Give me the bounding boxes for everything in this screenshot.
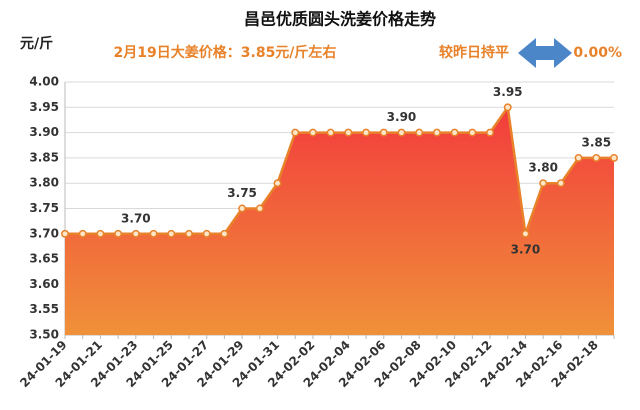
- y-tick-label: 3.55: [29, 302, 59, 316]
- data-label: 3.95: [493, 85, 523, 99]
- point: [503, 103, 512, 112]
- point: [185, 229, 193, 238]
- point: [397, 128, 406, 137]
- y-tick-label: 3.80: [29, 176, 59, 190]
- y-tick-label: 3.85: [29, 150, 59, 164]
- y-tick-label: 3.95: [29, 100, 59, 114]
- point: [114, 229, 123, 238]
- data-label: 3.75: [227, 186, 257, 200]
- point: [326, 128, 335, 137]
- change-label: 较昨日持平: [439, 44, 509, 61]
- point: [291, 128, 300, 137]
- data-label: 3.70: [511, 242, 541, 256]
- arrow-icon: [518, 38, 572, 68]
- y-tick-label: 3.75: [29, 201, 59, 215]
- data-label: 3.80: [528, 161, 558, 175]
- chart-title: 昌邑优质圆头洗姜价格走势: [244, 10, 436, 29]
- point: [202, 229, 211, 238]
- point: [167, 229, 176, 238]
- point: [255, 204, 264, 213]
- point: [574, 153, 583, 162]
- point: [362, 128, 371, 137]
- point: [415, 128, 424, 137]
- y-tick-label: 3.70: [29, 226, 59, 240]
- y-tick-label: 3.90: [29, 125, 59, 139]
- y-tick-label: 3.50: [29, 328, 59, 342]
- unit-label: 元/斤: [20, 35, 53, 52]
- point: [379, 128, 388, 137]
- data-label: 3.85: [581, 135, 611, 149]
- point: [61, 229, 69, 238]
- area: [65, 107, 614, 335]
- data-label: 3.90: [387, 110, 417, 124]
- point: [486, 128, 494, 137]
- point: [238, 204, 247, 213]
- point: [96, 229, 105, 238]
- point: [521, 229, 530, 238]
- point: [78, 229, 87, 238]
- point: [308, 128, 317, 137]
- point: [432, 128, 441, 137]
- subtitle: 2月19日大姜价格：3.85元/斤左右: [114, 44, 337, 61]
- data-label: 3.70: [121, 211, 151, 225]
- point: [468, 128, 477, 137]
- point: [273, 179, 282, 188]
- point: [344, 128, 353, 137]
- point: [220, 229, 229, 238]
- y-tick-label: 3.65: [29, 252, 59, 266]
- point: [131, 229, 140, 238]
- point: [556, 179, 565, 188]
- point: [610, 153, 618, 162]
- y-tick-label: 3.60: [29, 277, 59, 291]
- point: [149, 229, 158, 238]
- y-tick-label: 4.00: [29, 75, 59, 89]
- point: [592, 153, 601, 162]
- change-value: 0.00%: [573, 45, 622, 61]
- point: [450, 128, 459, 137]
- point: [539, 179, 548, 188]
